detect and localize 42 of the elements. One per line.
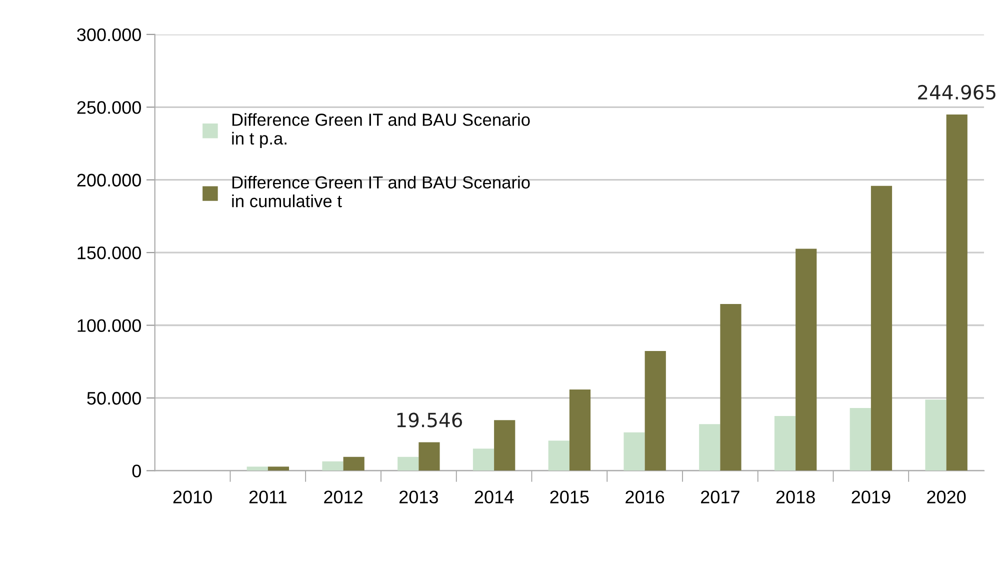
x-tick-label: 2016 (626, 490, 664, 504)
x-tick-label: 2011 (249, 490, 286, 504)
data-label: 244.965 (918, 84, 996, 100)
bar (494, 420, 516, 471)
bar (850, 408, 871, 471)
bar (720, 304, 742, 471)
x-tick-label: 2018 (776, 490, 815, 504)
y-tick-label: 100.000 (78, 319, 141, 332)
bar (946, 114, 968, 471)
data-label: 19.546 (397, 412, 462, 428)
x-tick-label: 2017 (701, 490, 740, 504)
bar (870, 186, 892, 471)
bar (774, 416, 796, 471)
bar (796, 248, 817, 471)
y-tick-label: 0 (132, 464, 141, 478)
x-tick-label: 2013 (400, 490, 438, 504)
bar (644, 351, 666, 471)
bar (699, 424, 720, 471)
legend-label: Difference Green IT and BAU Scenario in t p.a. (232, 113, 530, 148)
x-tick-label: 2015 (550, 490, 589, 504)
bar (548, 440, 570, 471)
bar (322, 461, 344, 471)
bar (343, 456, 364, 471)
bar (268, 466, 290, 471)
bar (569, 390, 591, 471)
y-tick-label: 150.000 (78, 246, 141, 260)
bar (472, 448, 494, 471)
y-tick-label: 250.000 (77, 101, 141, 114)
x-tick-label: 2014 (474, 490, 514, 504)
bar (246, 466, 268, 471)
x-tick-label: 2020 (927, 490, 966, 504)
x-tick-label: 2012 (324, 490, 362, 504)
bar (418, 442, 440, 471)
bar (925, 400, 946, 471)
y-tick-label: 50.000 (87, 392, 141, 405)
bar (624, 432, 645, 471)
bar (398, 456, 419, 471)
legend-label: Difference Green IT and BAU Scenario in cumulative t (232, 176, 530, 208)
y-tick-label: 300.000 (77, 28, 141, 42)
x-tick-label: 2019 (852, 490, 890, 504)
x-tick-label: 2010 (173, 490, 212, 504)
y-tick-label: 200.000 (77, 174, 141, 187)
